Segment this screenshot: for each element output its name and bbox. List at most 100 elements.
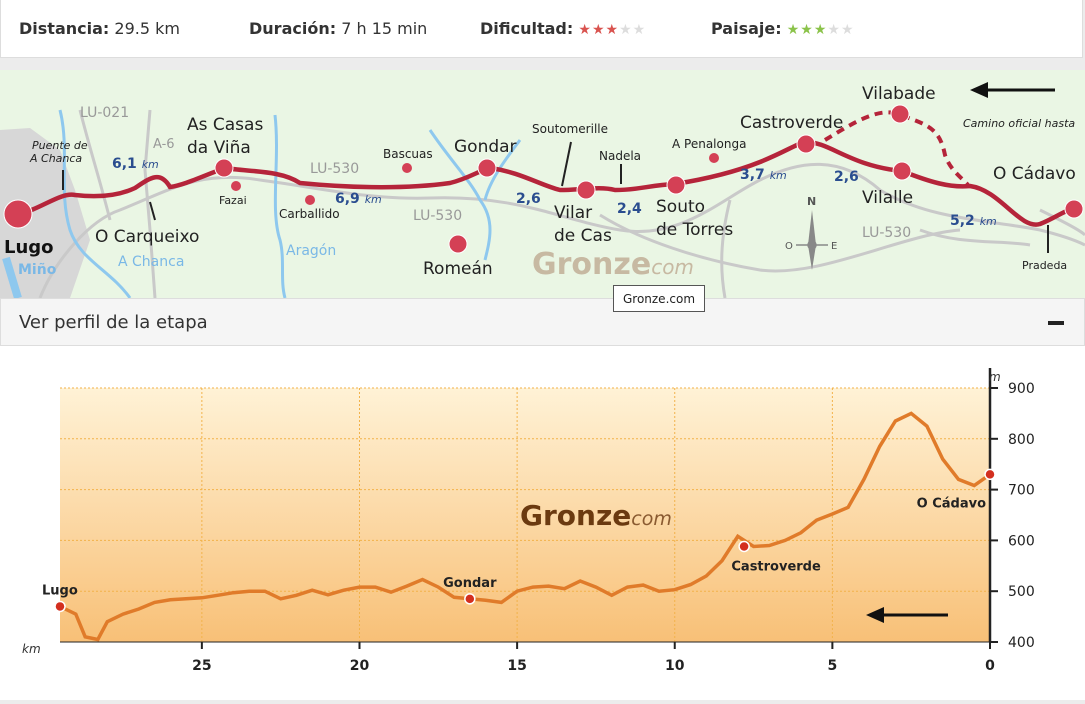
svg-text:6,1 km: 6,1 km <box>112 156 159 172</box>
marker-romean[interactable] <box>448 234 468 254</box>
elevation-profile: Gronzecom 400 500 600 700 800 900 25 20 15 10 5 0 L… <box>0 346 1085 700</box>
road-label-lu021: LU-021 <box>80 105 129 121</box>
stat-landscape: Paisaje: ★★★★★ <box>711 19 855 38</box>
main-route-line <box>17 139 1075 227</box>
place-vilar-line1: Vilar <box>554 203 592 223</box>
labeled-points: Lugo Gondar Castroverde O Cádavo <box>42 468 996 613</box>
marker-bascuas[interactable] <box>402 163 412 173</box>
marker-fazai[interactable] <box>231 181 241 191</box>
compass-icon: N O E <box>785 195 837 270</box>
point-label: Lugo <box>42 583 78 598</box>
map-watermark: Gronzecom <box>532 247 694 282</box>
lugo-urban-area <box>0 128 90 298</box>
plot-grid <box>60 387 990 642</box>
stat-duration: Duración: 7 h 15 min <box>249 19 427 38</box>
point-marker[interactable] <box>984 468 996 481</box>
landscape-star-rating: ★★★★★ <box>787 22 855 38</box>
point-label: O Cádavo <box>917 496 986 511</box>
x-tick-label: 10 <box>665 658 685 674</box>
place-casas-line2: da Viña <box>187 138 251 158</box>
marker-vilabade[interactable] <box>890 104 910 124</box>
place-vilalle: Vilalle <box>862 188 913 208</box>
place-carballido: Carballido <box>279 207 340 221</box>
distance-seg-2: 6,9 <box>335 191 360 207</box>
elevation-line <box>59 411 992 642</box>
distance-value: 29.5 km <box>114 19 180 38</box>
place-pradeda: Pradeda <box>1022 259 1067 272</box>
point-marker[interactable] <box>738 540 750 553</box>
svg-text:6,9 km: 6,9 km <box>335 191 382 207</box>
place-gondar: Gondar <box>454 137 517 157</box>
star-empty-icon: ★ <box>632 22 647 38</box>
place-penalonga: A Penalonga <box>672 137 746 151</box>
star-filled-icon: ★ <box>813 22 828 38</box>
marker-castroverde[interactable] <box>796 134 816 154</box>
marker-souto-torres[interactable] <box>666 175 686 195</box>
star-filled-icon: ★ <box>591 22 606 38</box>
label-leader-lines <box>62 141 1049 253</box>
profile-direction-arrow-icon <box>866 607 948 623</box>
difficulty-label: Dificultad: <box>480 19 574 38</box>
x-tick-label: 25 <box>192 658 211 674</box>
marker-penalonga[interactable] <box>709 153 719 163</box>
camino-oficial-label: Camino oficial hasta <box>963 117 1075 130</box>
point-label: Gondar <box>443 576 497 591</box>
distance-seg-6: 2,6 <box>834 169 859 185</box>
star-empty-icon: ★ <box>619 22 633 38</box>
x-tick-label: 5 <box>827 658 837 674</box>
road-label-a6: A-6 <box>153 137 175 152</box>
route-markers <box>3 104 1084 254</box>
route-map-svg: LU-021 A-6 LU-530 LU-530 LU-530 Miño A C… <box>0 82 1085 298</box>
y-tick-label: 700 <box>1008 483 1035 499</box>
map-tooltip: Gronze.com <box>613 285 705 312</box>
place-cadavo: O Cádavo <box>993 164 1076 184</box>
x-tick-label: 0 <box>985 658 995 674</box>
point-marker[interactable] <box>54 600 66 613</box>
point-label: Castroverde <box>731 559 821 574</box>
place-romean: Romeán <box>423 259 493 279</box>
x-tick-label: 20 <box>350 658 370 674</box>
marker-casas-vina[interactable] <box>214 158 234 178</box>
stat-difficulty: Dificultad: ★★★★★ <box>480 19 646 38</box>
compass-e-label: E <box>831 241 837 252</box>
star-empty-icon: ★ <box>827 22 841 38</box>
road-label-lu530-3: LU-530 <box>862 225 911 241</box>
river-label-mino: Miño <box>18 262 57 278</box>
marker-lugo[interactable] <box>3 199 33 229</box>
plot-background <box>60 388 990 642</box>
place-castroverde: Castroverde <box>740 113 843 133</box>
marker-carballido[interactable] <box>305 195 315 205</box>
y-tick-label: 800 <box>1008 432 1035 448</box>
star-empty-icon: ★ <box>840 22 855 38</box>
collapse-icon[interactable] <box>1048 321 1064 325</box>
y-unit-label: m <box>989 370 1001 384</box>
duration-label: Duración: <box>249 19 337 38</box>
x-tick-label: 15 <box>507 658 526 674</box>
river-label-chanca: A Chanca <box>118 254 184 270</box>
profile-panel-header[interactable]: Ver perfil de la etapa <box>0 298 1085 346</box>
place-souto-line1: Souto <box>656 197 705 217</box>
difficulty-star-rating: ★★★★★ <box>578 22 646 38</box>
marker-cadavo[interactable] <box>1064 199 1084 219</box>
place-casas-line1: As Casas <box>187 115 263 135</box>
place-vilabade: Vilabade <box>862 84 936 104</box>
compass-o-label: O <box>785 241 793 252</box>
route-map[interactable]: LU-021 A-6 LU-530 LU-530 LU-530 Miño A C… <box>0 70 1085 298</box>
landscape-label: Paisaje: <box>711 19 782 38</box>
map-direction-arrow-icon <box>970 82 1055 98</box>
svg-text:5,2 km: 5,2 km <box>950 213 997 229</box>
segment-distances: 6,1 km 6,9 km 2,6 2,4 3,7 km 2,6 5,2 km <box>112 156 997 229</box>
star-filled-icon: ★ <box>786 22 801 38</box>
marker-gondar[interactable] <box>477 158 497 178</box>
chart-axes: 400 500 600 700 800 900 25 20 15 10 5 0 <box>60 368 1035 674</box>
star-filled-icon: ★ <box>605 22 620 38</box>
duration-value: 7 h 15 min <box>341 19 428 38</box>
marker-vilalle[interactable] <box>892 161 912 181</box>
place-puente-line1: Puente de <box>32 139 88 152</box>
marker-vilar-cas[interactable] <box>576 180 596 200</box>
y-tick-label: 500 <box>1008 584 1035 600</box>
stage-stats-bar: Distancia: 29.5 km Duración: 7 h 15 min … <box>0 0 1083 58</box>
distance-seg-5: 3,7 <box>740 167 765 183</box>
profile-panel-title: Ver perfil de la etapa <box>19 312 208 333</box>
point-marker[interactable] <box>464 593 476 605</box>
